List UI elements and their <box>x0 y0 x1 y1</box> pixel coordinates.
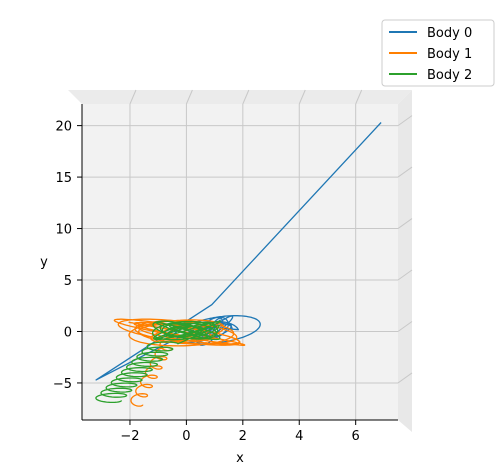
series-line-body-2 <box>95 320 221 404</box>
y-gridline-right <box>397 166 413 178</box>
x-gridline-back <box>355 89 363 105</box>
y-tick-label: 5 <box>64 274 72 289</box>
x-gridline-back <box>242 89 250 105</box>
y-tick-label: 0 <box>64 325 72 340</box>
legend-box <box>381 19 495 87</box>
y-axis-label: y <box>40 255 48 270</box>
y-tick-label: 15 <box>55 171 72 186</box>
y-gridline-right <box>397 321 413 332</box>
data-layer <box>95 122 382 407</box>
right-pane <box>398 90 412 432</box>
y-tick-label: 20 <box>55 120 72 135</box>
x-tick-label: 6 <box>352 429 360 444</box>
y-gridline-right <box>397 218 413 229</box>
grid-layer <box>82 89 413 420</box>
legend-label-body-0: Body 0 <box>427 26 472 41</box>
series-line-body-1 <box>113 318 246 407</box>
legend: Body 0 Body 1 Body 2 <box>381 19 495 87</box>
x-tick-label: 2 <box>239 429 247 444</box>
y-tick-label: −5 <box>53 377 72 392</box>
axis-layer: −2 0 2 4 6 −5 0 5 10 15 20 <box>53 104 398 444</box>
back-pane <box>68 90 412 104</box>
y-gridline-right <box>397 115 413 127</box>
x-tick-label: −2 <box>120 429 139 444</box>
y-gridline-right <box>397 372 413 384</box>
x-tick-label: 4 <box>295 429 303 444</box>
legend-label-body-2: Body 2 <box>427 68 472 83</box>
pane-group <box>68 90 412 432</box>
y-gridline-right <box>397 269 413 281</box>
x-gridline-back <box>185 89 193 105</box>
y-tick-label: 10 <box>55 223 72 238</box>
x-axis-label: x <box>236 451 244 466</box>
legend-label-body-1: Body 1 <box>427 47 472 62</box>
x-gridline-back <box>129 89 137 105</box>
x-gridline-back <box>298 89 306 105</box>
x-tick-label: 0 <box>182 429 190 444</box>
